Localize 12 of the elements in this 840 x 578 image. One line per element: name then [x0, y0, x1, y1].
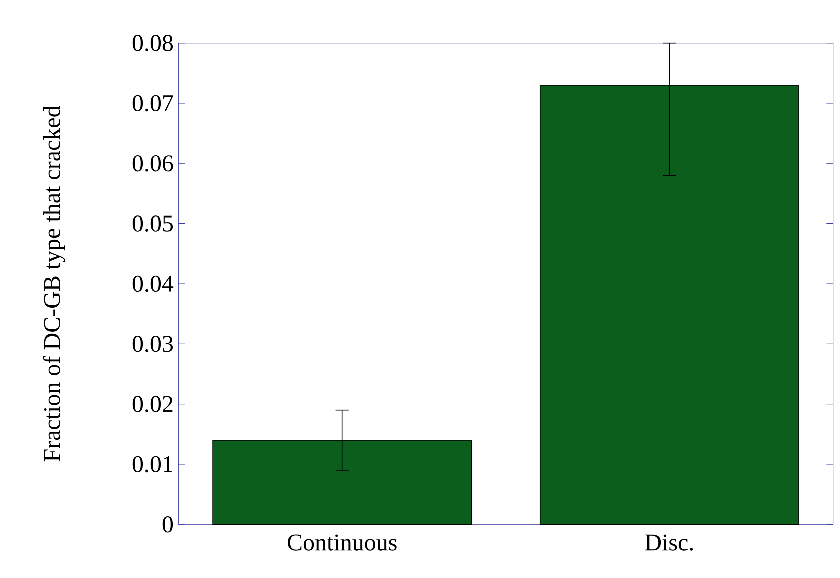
x-tick-label: Continuous: [288, 534, 397, 551]
y-tick-label: 0.08: [132, 35, 174, 52]
y-tick-label: 0.07: [132, 95, 174, 112]
y-tick-label: 0.05: [132, 216, 174, 232]
y-tick-label: 0.04: [132, 276, 174, 292]
y-tick-label: 0.01: [132, 456, 173, 473]
y-tick-label: 0: [162, 516, 174, 533]
y-tick-label: 0.02: [132, 396, 173, 412]
x-tick-label: Disc.: [645, 534, 694, 551]
y-axis-title: Fraction of DC-GB type that cracked: [43, 106, 66, 462]
y-tick-label: 0.06: [132, 156, 174, 172]
y-tick-label: 0.03: [132, 336, 174, 352]
